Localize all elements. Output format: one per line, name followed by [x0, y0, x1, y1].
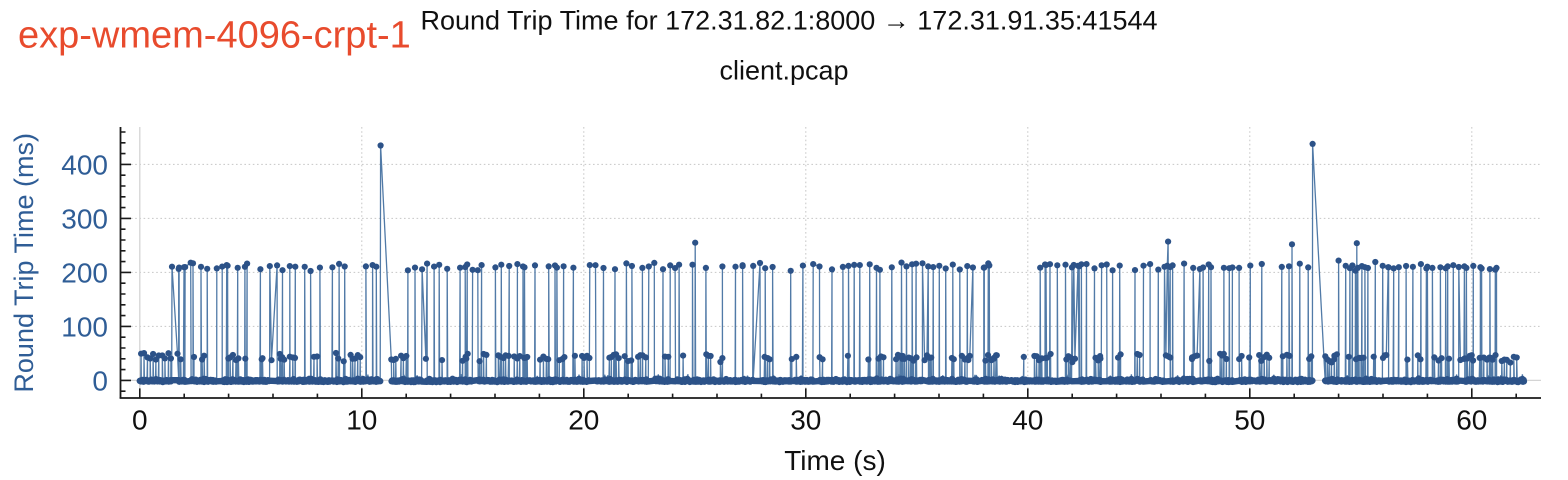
svg-text:Round Trip Time (ms): Round Trip Time (ms) — [9, 133, 39, 393]
svg-text:0: 0 — [132, 404, 148, 435]
svg-text:client.pcap: client.pcap — [719, 56, 848, 86]
svg-text:300: 300 — [61, 203, 108, 234]
svg-text:Round Trip Time for 172.31.82.: Round Trip Time for 172.31.82.1:8000 → 1… — [420, 5, 1157, 35]
svg-text:exp-wmem-4096-crpt-1: exp-wmem-4096-crpt-1 — [18, 14, 411, 56]
svg-text:50: 50 — [1234, 404, 1265, 435]
svg-text:400: 400 — [61, 149, 108, 180]
svg-text:20: 20 — [568, 404, 599, 435]
svg-text:100: 100 — [61, 311, 108, 342]
svg-text:30: 30 — [790, 404, 821, 435]
svg-text:0: 0 — [92, 365, 108, 396]
svg-text:200: 200 — [61, 257, 108, 288]
svg-text:40: 40 — [1012, 404, 1043, 435]
svg-text:10: 10 — [346, 404, 377, 435]
svg-text:60: 60 — [1456, 404, 1487, 435]
svg-text:Time (s): Time (s) — [784, 445, 886, 476]
